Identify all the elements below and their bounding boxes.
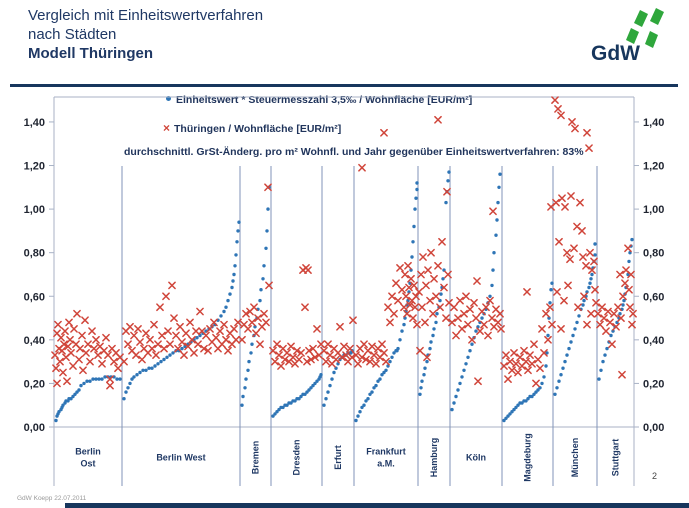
svg-text:Berlin: Berlin	[75, 447, 101, 457]
svg-text:0,20: 0,20	[24, 378, 45, 390]
svg-text:1,40: 1,40	[643, 117, 664, 129]
svg-text:1,40: 1,40	[24, 117, 45, 129]
city-labels: Berlin Ost Berlin West Bremen Dresden Erfurt F…	[75, 433, 620, 482]
svg-text:0,00: 0,00	[643, 422, 664, 434]
svg-text:0,00: 0,00	[24, 422, 45, 434]
svg-text:0,60: 0,60	[643, 291, 664, 303]
svg-text:0,20: 0,20	[643, 378, 664, 390]
chart-annotation: durchschnittl. GrSt-Änderg. pro m² Wohnf…	[124, 146, 584, 158]
footer-bar	[65, 503, 689, 508]
legend-row-thueringen: × Thüringen / Wohnfläche [EUR/m²]	[163, 121, 341, 135]
svg-text:München: München	[570, 438, 580, 478]
svg-text:0,60: 0,60	[24, 291, 45, 303]
blue-series	[54, 170, 634, 423]
svg-text:Bremen: Bremen	[251, 441, 261, 475]
legend-label-einheitswert: Einheitswert * Steuermesszahl 3,5‰ / Woh…	[176, 94, 473, 106]
svg-text:1,00: 1,00	[643, 204, 664, 216]
title-line-2: nach Städten	[28, 26, 117, 43]
svg-text:1,00: 1,00	[24, 204, 45, 216]
red-x-marker-icon: ×	[163, 121, 171, 135]
svg-text:Köln: Köln	[466, 453, 486, 463]
svg-text:0,80: 0,80	[643, 248, 664, 260]
gdw-logo: GdW	[591, 4, 677, 68]
svg-text:Hamburg: Hamburg	[429, 438, 439, 478]
svg-text:Erfurt: Erfurt	[333, 445, 343, 470]
blue-dot-marker-icon	[166, 96, 171, 101]
legend-label-thueringen: Thüringen / Wohnfläche [EUR/m²]	[174, 123, 342, 135]
svg-text:Stuttgart: Stuttgart	[611, 439, 621, 477]
svg-text:0,40: 0,40	[24, 335, 45, 347]
red-series	[51, 96, 637, 390]
svg-text:1,20: 1,20	[24, 161, 45, 173]
svg-text:a.M.: a.M.	[377, 459, 395, 469]
svg-text:Frankfurt: Frankfurt	[366, 447, 406, 457]
svg-text:Ost: Ost	[80, 459, 95, 469]
title-line-3: Modell Thüringen	[28, 45, 153, 62]
footer-credit: GdW Koepp 22.07.2011	[17, 495, 87, 502]
svg-text:0,80: 0,80	[24, 248, 45, 260]
page-number: 2	[652, 471, 658, 481]
city-dividers	[121, 166, 598, 486]
gdw-logo-text: GdW	[591, 42, 640, 65]
gdw-leaves-icon	[626, 8, 664, 48]
svg-text:0,40: 0,40	[643, 335, 664, 347]
svg-text:1,20: 1,20	[643, 161, 664, 173]
svg-text:Berlin West: Berlin West	[156, 453, 205, 463]
svg-text:Dresden: Dresden	[292, 439, 302, 475]
title-line-1: Vergleich mit Einheitswertverfahren	[28, 7, 264, 24]
legend-row-einheitswert: Einheitswert * Steuermesszahl 3,5‰ / Woh…	[166, 94, 472, 106]
slide-title: Vergleich mit Einheitswertverfahren nach…	[28, 6, 263, 63]
svg-text:Magdeburg: Magdeburg	[523, 433, 533, 482]
y-axis-ticks: 0,00 0,00 0,20 0,20 0,40 0,40 0,60 0,60 0,80 0,80…	[24, 117, 665, 434]
header-rule	[10, 84, 678, 87]
